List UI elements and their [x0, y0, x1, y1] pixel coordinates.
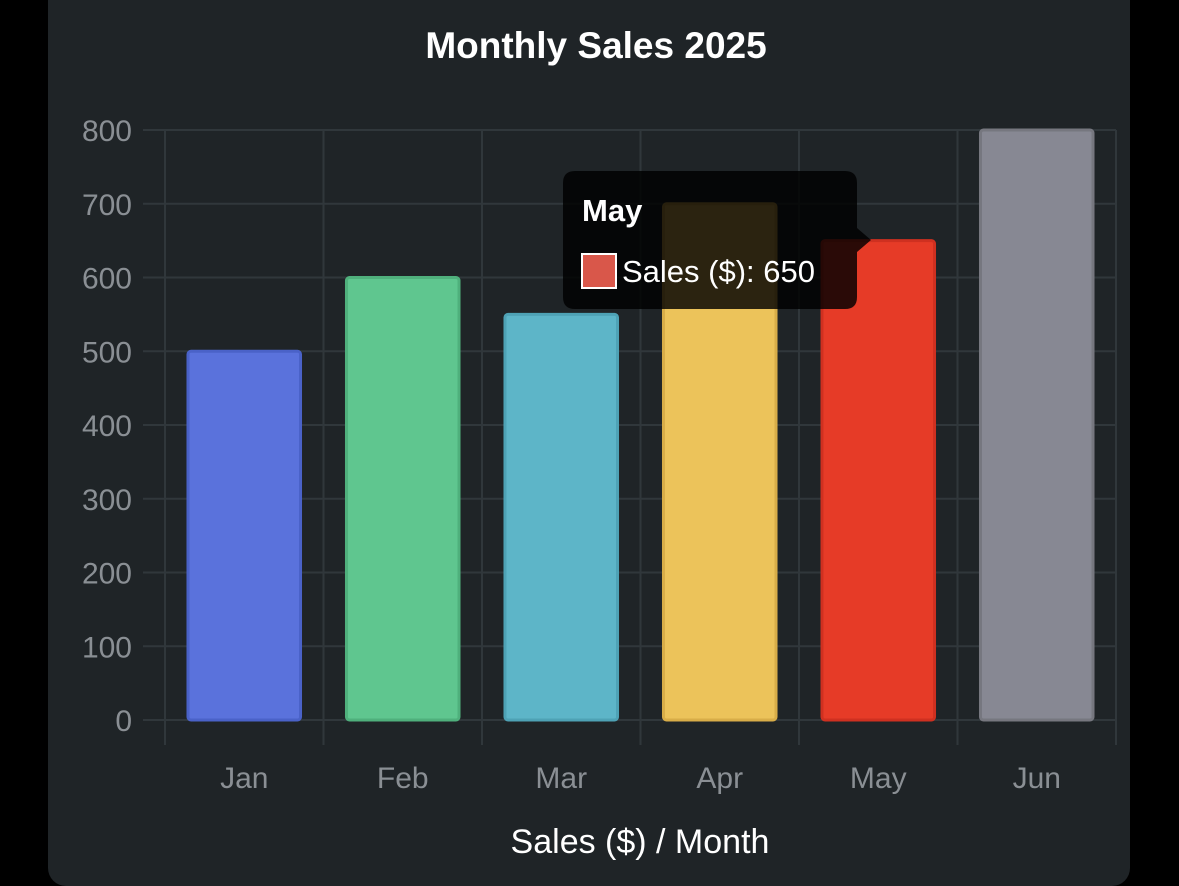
x-tick-label: Jan — [220, 762, 268, 795]
bar-jan[interactable] — [186, 349, 303, 722]
y-tick-label: 300 — [82, 484, 132, 517]
y-tick-label: 700 — [82, 189, 132, 222]
y-tick-label: 600 — [82, 263, 132, 296]
y-tick-label: 200 — [82, 558, 132, 591]
chart-title: Monthly Sales 2025 — [425, 25, 766, 66]
tooltip-background — [563, 171, 871, 309]
bars — [186, 128, 1095, 722]
x-tick-label: Jun — [1013, 762, 1061, 795]
tooltip-title: May — [582, 193, 643, 228]
x-axis-ticks: Jan Feb Mar Apr May Jun — [220, 762, 1061, 795]
bar-mar[interactable] — [503, 312, 620, 722]
bar-jun[interactable] — [978, 128, 1095, 722]
bar-feb[interactable] — [344, 276, 461, 722]
bar-may[interactable] — [820, 239, 937, 722]
y-tick-label: 100 — [82, 631, 132, 664]
y-axis-ticks: 0 100 200 300 400 500 600 700 800 — [82, 115, 132, 738]
y-tick-label: 0 — [115, 705, 132, 738]
tooltip-color-swatch — [581, 253, 617, 289]
x-tick-label: Apr — [696, 762, 743, 795]
x-tick-label: Feb — [377, 762, 429, 795]
y-tick-label: 800 — [82, 115, 132, 148]
x-axis-label: Sales ($) / Month — [511, 823, 770, 861]
x-tick-label: May — [850, 762, 907, 795]
tooltip: May Sales ($): 650 — [563, 171, 871, 309]
tooltip-label: Sales ($): 650 — [622, 254, 815, 289]
y-tick-label: 500 — [82, 336, 132, 369]
grid — [143, 129, 1117, 745]
x-tick-label: Mar — [535, 762, 587, 795]
y-tick-label: 400 — [82, 410, 132, 443]
